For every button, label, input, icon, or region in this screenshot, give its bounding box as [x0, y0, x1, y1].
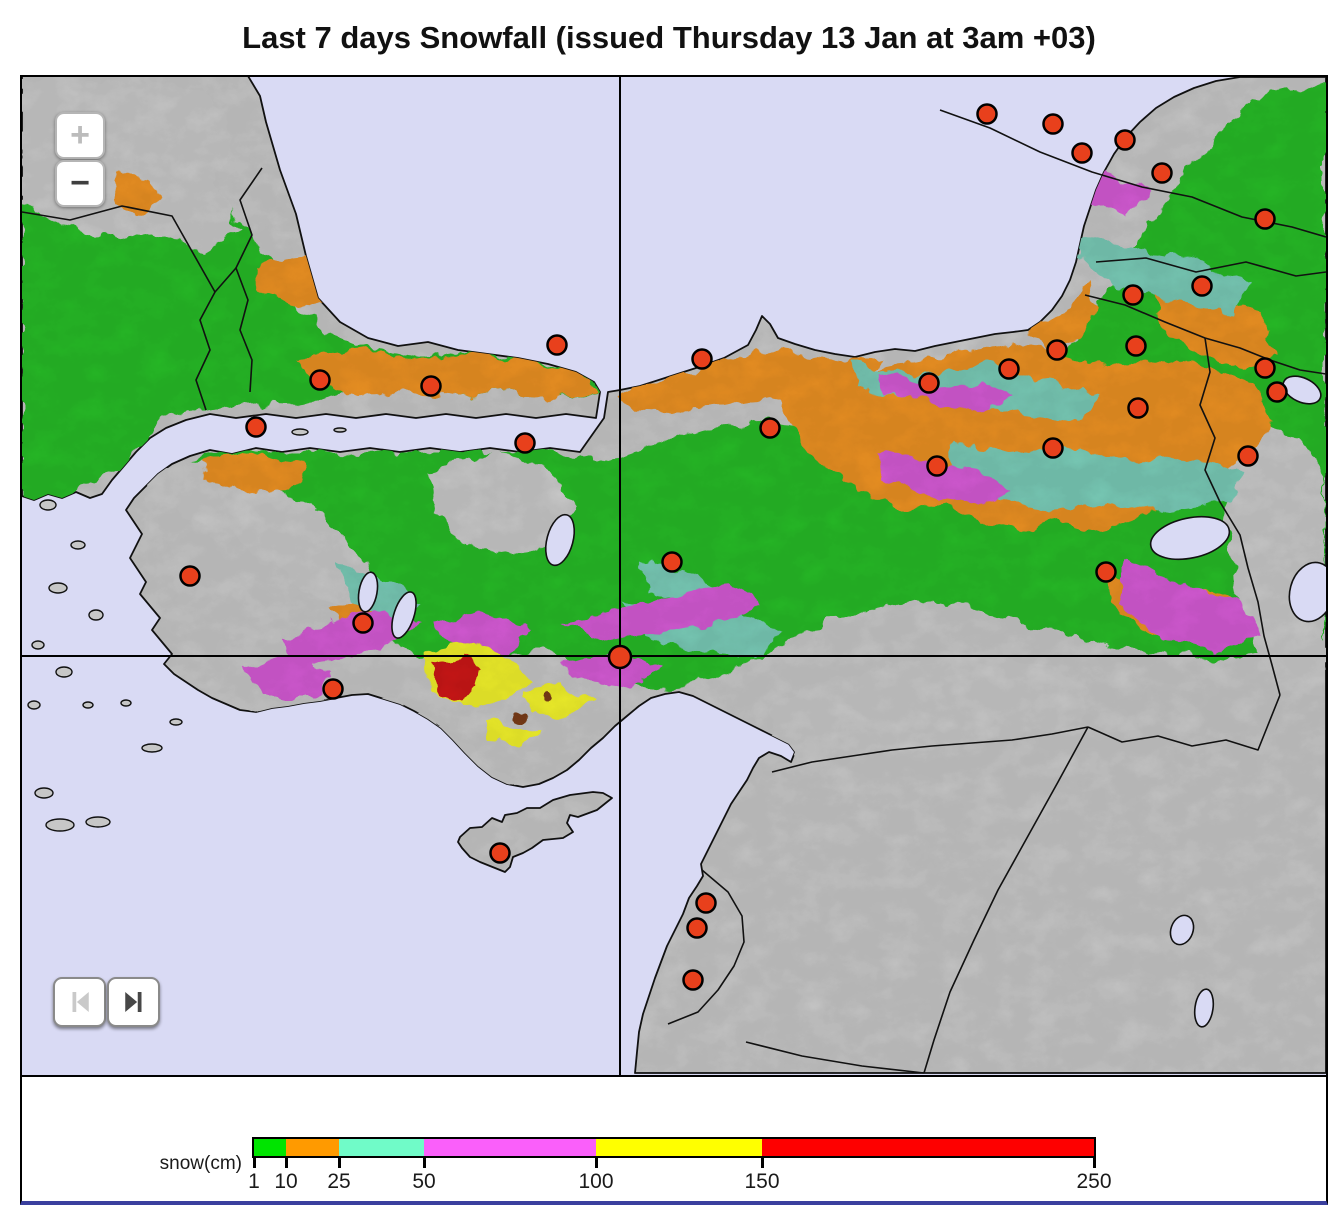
resort-markers [179, 103, 1288, 991]
resort-marker[interactable] [1254, 208, 1276, 230]
resort-marker[interactable] [489, 842, 511, 864]
legend-tick-label: 10 [274, 1170, 298, 1193]
resort-marker[interactable] [1237, 445, 1259, 467]
legend-tick [253, 1158, 256, 1168]
resort-marker[interactable] [514, 432, 536, 454]
legend-tick [595, 1158, 598, 1168]
aegean-islands [27, 427, 347, 832]
resort-marker[interactable] [420, 375, 442, 397]
resort-marker[interactable] [1046, 339, 1068, 361]
resort-marker[interactable] [918, 372, 940, 394]
legend-segment [286, 1139, 339, 1156]
resort-marker[interactable] [976, 103, 998, 125]
skip-back-icon [72, 992, 89, 1012]
resort-marker[interactable] [686, 917, 708, 939]
legend-segment [762, 1139, 1094, 1156]
legend-color-bar [254, 1139, 1094, 1156]
resort-marker[interactable] [1071, 142, 1093, 164]
resort-marker[interactable] [691, 348, 713, 370]
legend-tick [1093, 1158, 1096, 1168]
legend-tick-label: 25 [327, 1170, 351, 1193]
resort-marker[interactable] [352, 612, 374, 634]
crosshair [22, 77, 1326, 1075]
legend-segment [339, 1139, 424, 1156]
legend-tick-label: 250 [1076, 1170, 1112, 1193]
map-frame: + − snow(cm) 1 10 25 50 100 150 250 [20, 75, 1328, 1205]
zoom-out-button[interactable]: − [55, 160, 105, 207]
legend-segment [254, 1139, 286, 1156]
resort-marker[interactable] [1125, 335, 1147, 357]
resort-marker[interactable] [926, 455, 948, 477]
legend-tick [338, 1158, 341, 1168]
resort-marker[interactable] [1095, 561, 1117, 583]
resort-marker[interactable] [1042, 113, 1064, 135]
legend-tick-label: 1 [248, 1170, 260, 1193]
legend-tick [285, 1158, 288, 1168]
resort-marker[interactable] [1191, 275, 1213, 297]
resort-marker[interactable] [998, 358, 1020, 380]
resort-marker[interactable] [695, 892, 717, 914]
last-frame-button[interactable] [107, 977, 160, 1027]
resort-marker[interactable] [245, 416, 267, 438]
map-viewport[interactable]: + − [22, 77, 1326, 1077]
legend-tick-label: 50 [412, 1170, 436, 1193]
legend-segment [596, 1139, 762, 1156]
resort-marker[interactable] [1114, 129, 1136, 151]
lakes [357, 375, 1326, 1028]
legend-tick [761, 1158, 764, 1168]
map-svg[interactable] [22, 77, 1326, 1075]
legend-tick [423, 1158, 426, 1168]
country-borders [22, 109, 1326, 1074]
resort-marker[interactable] [1127, 397, 1149, 419]
resort-marker[interactable] [1254, 357, 1276, 379]
resort-marker[interactable] [1151, 162, 1173, 184]
legend-segment [424, 1139, 596, 1156]
resort-marker[interactable] [322, 678, 344, 700]
resort-marker[interactable] [1122, 284, 1144, 306]
first-frame-button[interactable] [53, 977, 106, 1027]
page-title: Last 7 days Snowfall (issued Thursday 13… [242, 19, 1096, 55]
legend: snow(cm) 1 10 25 50 100 150 250 [22, 1077, 1326, 1201]
resort-marker[interactable] [1266, 381, 1288, 403]
resort-marker[interactable] [759, 417, 781, 439]
resort-marker[interactable] [546, 334, 568, 356]
legend-label: snow(cm) [159, 1153, 242, 1174]
resort-marker[interactable] [179, 565, 201, 587]
resort-marker[interactable] [661, 551, 683, 573]
selected-location-marker[interactable] [607, 644, 633, 670]
skip-forward-icon [124, 992, 141, 1012]
legend-tick-label: 150 [744, 1170, 780, 1193]
zoom-in-button[interactable]: + [55, 112, 105, 159]
resort-marker[interactable] [682, 969, 704, 991]
legend-tick-label: 100 [578, 1170, 614, 1193]
resort-marker[interactable] [1042, 437, 1064, 459]
resort-marker[interactable] [309, 369, 331, 391]
